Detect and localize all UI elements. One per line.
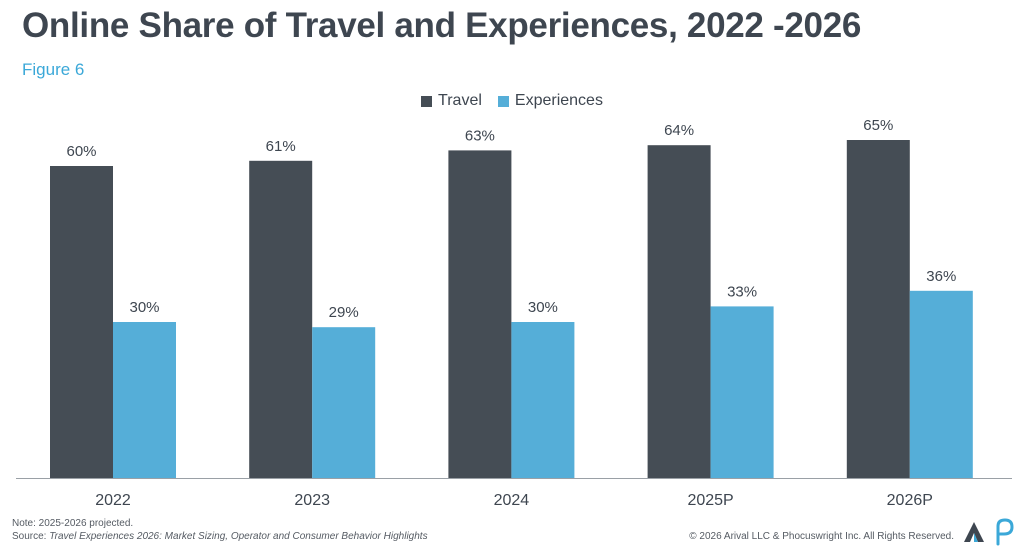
bar-travel-2022 — [50, 166, 113, 478]
bar-experiences-2024 — [511, 322, 575, 478]
data-label-travel-2023: 61% — [266, 138, 296, 155]
legend-swatch-travel — [421, 95, 433, 107]
page-title: Online Share of Travel and Experiences, … — [22, 6, 862, 45]
bar-travel-2023 — [249, 160, 313, 479]
logos — [962, 518, 1016, 546]
legend-swatch-experiences — [497, 95, 509, 107]
data-label-experiences-2022: 30% — [129, 299, 159, 316]
legend-item-travel: Travel — [421, 92, 482, 110]
x-tick-label-2026p: 2026P — [887, 492, 933, 509]
source-title: Travel Experiences 2026: Market Sizing, … — [49, 531, 428, 542]
x-tick-label-2023: 2023 — [294, 492, 330, 509]
bar-travel-2025p — [647, 145, 711, 478]
chart-note: Note: 2025-2026 projected. Source: Trave… — [12, 517, 428, 543]
data-label-travel-2025p: 64% — [664, 122, 694, 139]
note-text: Note: 2025-2026 projected. — [12, 518, 134, 529]
legend-label-travel: Travel — [438, 92, 482, 109]
bar-experiences-2023 — [312, 327, 376, 478]
data-label-experiences-2025p: 33% — [727, 283, 757, 300]
x-tick-label-2022: 2022 — [95, 492, 131, 509]
source-prefix: Source: — [12, 531, 47, 542]
x-tick-label-2025p: 2025P — [687, 492, 733, 509]
x-tick-label-2024: 2024 — [494, 492, 530, 509]
bar-experiences-2022 — [113, 322, 176, 478]
legend-item-experiences: Experiences — [497, 92, 603, 110]
copyright-text: © 2026 Arival LLC & Phocuswright Inc. Al… — [689, 531, 954, 542]
data-label-travel-2026p: 65% — [863, 117, 893, 134]
bar-travel-2024 — [448, 150, 512, 478]
data-label-experiences-2024: 30% — [528, 299, 558, 316]
bar-experiences-2025p — [710, 306, 774, 478]
figure-label: Figure 6 — [22, 60, 85, 79]
source-line: Source: Travel Experiences 2026: Market … — [12, 530, 428, 543]
data-label-experiences-2026p: 36% — [926, 268, 956, 285]
bar-travel-2026p — [846, 140, 910, 478]
phocuswright-logo-icon — [996, 518, 1014, 546]
arival-logo-icon — [964, 522, 984, 542]
data-label-experiences-2023: 29% — [329, 304, 359, 321]
data-label-travel-2024: 63% — [465, 127, 495, 144]
legend-label-experiences: Experiences — [514, 92, 603, 109]
chart-legend: Travel Experiences — [0, 92, 1024, 110]
data-label-travel-2022: 60% — [66, 143, 96, 160]
bar-experiences-2026p — [909, 290, 973, 478]
